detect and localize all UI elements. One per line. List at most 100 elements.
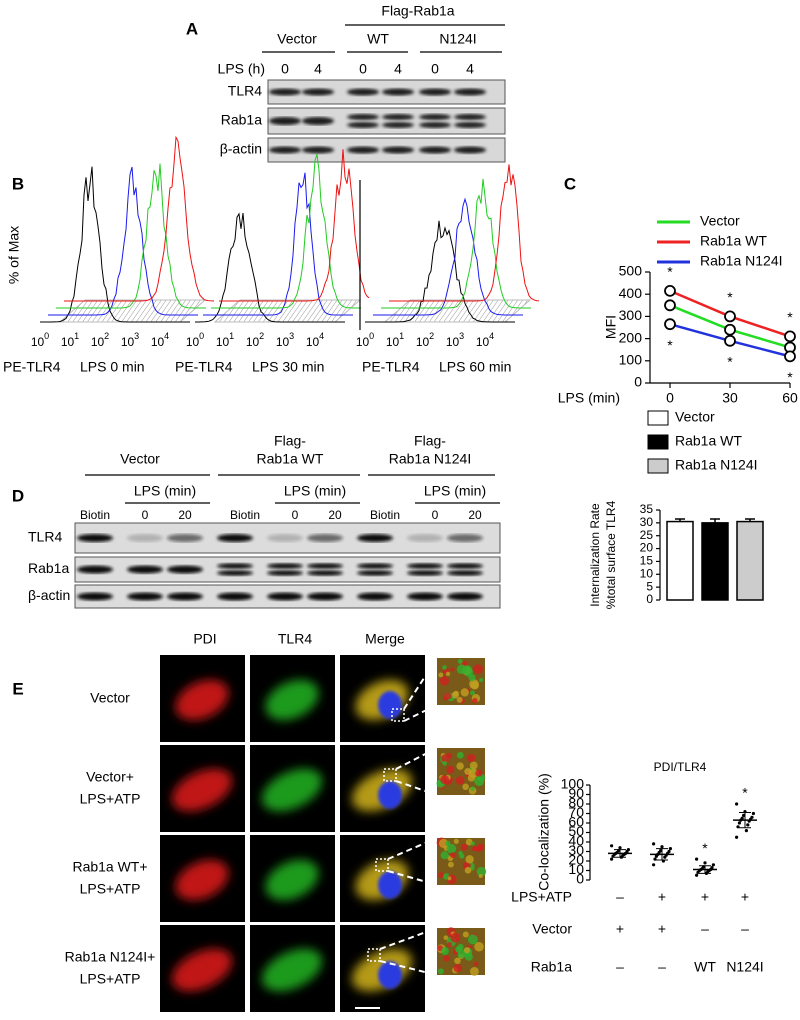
histogram-curve <box>373 197 523 316</box>
band <box>302 88 334 96</box>
tick-base: 10 <box>186 335 200 349</box>
row-label: Vector <box>90 690 130 706</box>
band <box>454 122 486 128</box>
tick-base: 10 <box>276 335 290 349</box>
zoom-speck <box>469 967 479 976</box>
zoom-speck <box>470 841 475 846</box>
error-bar <box>675 518 685 522</box>
tick-base: 10 <box>151 335 165 349</box>
band <box>454 114 486 120</box>
tick-exponent: 3 <box>134 331 139 341</box>
data-point <box>746 823 750 827</box>
zoom-speck <box>440 775 450 785</box>
data-point <box>735 835 739 839</box>
data-point <box>652 842 656 846</box>
tick-exponent: 4 <box>489 331 494 341</box>
bar <box>701 522 729 601</box>
tick-base: 10 <box>91 335 105 349</box>
zoom-speck <box>462 783 469 791</box>
y-tick-label: 40 <box>568 833 584 849</box>
zoom-speck <box>450 932 461 943</box>
zoom-speck <box>462 665 473 676</box>
zoom-speck <box>467 774 476 782</box>
y-tick-label: 30 <box>568 842 584 858</box>
band <box>307 592 343 601</box>
y-tick-label: 70 <box>568 804 584 820</box>
zoom-speck <box>479 677 484 683</box>
tick-exponent: 0 <box>369 331 374 341</box>
x-tick-label: 30 <box>722 390 738 406</box>
band <box>127 534 163 542</box>
lane-label: 20 <box>468 508 482 522</box>
band <box>167 534 203 542</box>
data-point <box>653 857 657 861</box>
x-tick-label: 101 <box>216 331 234 349</box>
lane-label: 20 <box>328 508 342 522</box>
zoom-speck <box>458 850 463 856</box>
error-bar <box>710 518 720 523</box>
tick-exponent: 0 <box>199 331 204 341</box>
tick-base: 10 <box>386 335 400 349</box>
zoom-speck <box>455 776 465 785</box>
band <box>269 88 301 96</box>
tick-base: 10 <box>61 335 75 349</box>
x-tick-label: 100 <box>186 331 204 349</box>
band <box>217 534 253 542</box>
tick-exponent: 3 <box>459 331 464 341</box>
data-point <box>784 350 796 363</box>
band <box>127 592 163 601</box>
plot-condition: LPS 60 min <box>439 359 511 375</box>
y-axis-label: MFI <box>603 315 619 339</box>
band <box>447 563 483 569</box>
zoom-speck <box>472 697 478 704</box>
data-point <box>610 844 614 848</box>
data-point <box>710 866 714 870</box>
lane-label: Biotin <box>80 508 110 522</box>
x-tick-label: 103 <box>276 331 294 349</box>
tick-base: 10 <box>446 335 460 349</box>
blot-label: Rab1a <box>28 560 69 576</box>
plot-marker: PE-TLR4 <box>3 359 61 375</box>
zoom-speck <box>465 855 474 864</box>
band <box>454 88 486 96</box>
zoom-speck <box>474 941 484 952</box>
panel-label: C <box>564 174 576 193</box>
legend-swatch <box>647 410 669 426</box>
zoom-speck <box>476 843 485 852</box>
zoom-speck <box>439 676 450 686</box>
significance: * <box>667 337 673 353</box>
significance: * <box>787 369 793 385</box>
zoom-speck <box>443 935 449 941</box>
y-axis-label: % of Max <box>6 226 22 284</box>
histogram-curve <box>40 166 190 323</box>
tick-base: 10 <box>121 335 135 349</box>
zoom-speck <box>460 688 469 697</box>
tick-base: 10 <box>31 335 45 349</box>
condition-value: – <box>701 921 709 937</box>
tick-base: 10 <box>476 335 490 349</box>
lane-label: 0 <box>292 508 299 522</box>
band <box>419 88 451 96</box>
histogram-curve <box>203 172 353 316</box>
condition-value: – <box>741 921 749 937</box>
zoom-speck <box>456 762 464 770</box>
nucleus <box>378 691 402 719</box>
significance: * <box>667 264 673 280</box>
tick-base: 10 <box>356 335 370 349</box>
panel-label: A <box>186 19 198 38</box>
band <box>307 534 343 542</box>
error-bar <box>656 848 668 861</box>
x-tick-label: 104 <box>151 331 169 349</box>
significance: * <box>787 309 793 325</box>
band <box>269 146 301 154</box>
blot-label: TLR4 <box>28 529 62 545</box>
band <box>217 592 253 601</box>
zoom-speck <box>478 874 483 879</box>
legend-label: Rab1a WT <box>675 433 742 449</box>
row-label: LPS+ATP <box>80 881 141 897</box>
condition-value: + <box>616 921 624 937</box>
band <box>447 534 483 542</box>
zoom-speck <box>473 664 483 674</box>
zoom-speck <box>470 681 479 690</box>
